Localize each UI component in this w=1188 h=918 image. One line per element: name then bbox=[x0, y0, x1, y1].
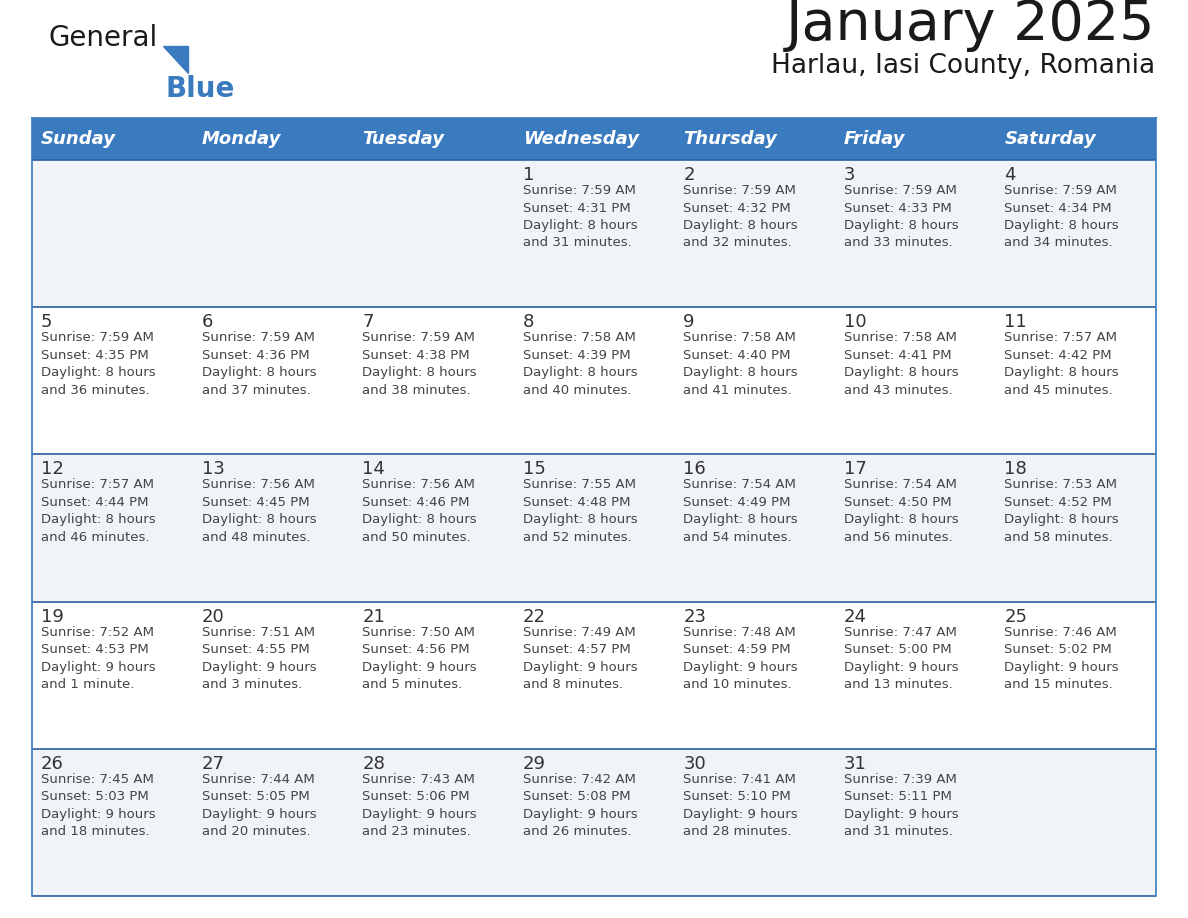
Text: 5: 5 bbox=[42, 313, 52, 331]
Text: Sunrise: 7:54 AM
Sunset: 4:49 PM
Daylight: 8 hours
and 54 minutes.: Sunrise: 7:54 AM Sunset: 4:49 PM Dayligh… bbox=[683, 478, 798, 543]
Text: 18: 18 bbox=[1004, 461, 1028, 478]
Text: Sunrise: 7:49 AM
Sunset: 4:57 PM
Daylight: 9 hours
and 8 minutes.: Sunrise: 7:49 AM Sunset: 4:57 PM Dayligh… bbox=[523, 625, 637, 691]
Text: 2: 2 bbox=[683, 166, 695, 184]
Text: Harlau, Iasi County, Romania: Harlau, Iasi County, Romania bbox=[771, 53, 1155, 79]
Text: 27: 27 bbox=[202, 755, 225, 773]
Bar bbox=[32, 118, 1156, 160]
Text: 1: 1 bbox=[523, 166, 535, 184]
Bar bbox=[32, 308, 1156, 454]
Bar bbox=[32, 160, 1156, 308]
Text: Sunrise: 7:45 AM
Sunset: 5:03 PM
Daylight: 9 hours
and 18 minutes.: Sunrise: 7:45 AM Sunset: 5:03 PM Dayligh… bbox=[42, 773, 156, 838]
Text: Sunrise: 7:44 AM
Sunset: 5:05 PM
Daylight: 9 hours
and 20 minutes.: Sunrise: 7:44 AM Sunset: 5:05 PM Dayligh… bbox=[202, 773, 316, 838]
Text: 16: 16 bbox=[683, 461, 706, 478]
Text: 15: 15 bbox=[523, 461, 545, 478]
Text: Sunrise: 7:46 AM
Sunset: 5:02 PM
Daylight: 9 hours
and 15 minutes.: Sunrise: 7:46 AM Sunset: 5:02 PM Dayligh… bbox=[1004, 625, 1119, 691]
Bar bbox=[32, 601, 1156, 749]
Text: 23: 23 bbox=[683, 608, 707, 625]
Text: Sunrise: 7:48 AM
Sunset: 4:59 PM
Daylight: 9 hours
and 10 minutes.: Sunrise: 7:48 AM Sunset: 4:59 PM Dayligh… bbox=[683, 625, 798, 691]
Text: 25: 25 bbox=[1004, 608, 1028, 625]
Text: Tuesday: Tuesday bbox=[362, 130, 444, 148]
Text: 31: 31 bbox=[843, 755, 867, 773]
Text: Sunrise: 7:55 AM
Sunset: 4:48 PM
Daylight: 8 hours
and 52 minutes.: Sunrise: 7:55 AM Sunset: 4:48 PM Dayligh… bbox=[523, 478, 637, 543]
Text: Sunrise: 7:59 AM
Sunset: 4:31 PM
Daylight: 8 hours
and 31 minutes.: Sunrise: 7:59 AM Sunset: 4:31 PM Dayligh… bbox=[523, 184, 637, 250]
Text: Sunrise: 7:59 AM
Sunset: 4:38 PM
Daylight: 8 hours
and 38 minutes.: Sunrise: 7:59 AM Sunset: 4:38 PM Dayligh… bbox=[362, 331, 476, 397]
Text: Sunrise: 7:54 AM
Sunset: 4:50 PM
Daylight: 8 hours
and 56 minutes.: Sunrise: 7:54 AM Sunset: 4:50 PM Dayligh… bbox=[843, 478, 959, 543]
Text: Blue: Blue bbox=[165, 75, 234, 103]
Text: 6: 6 bbox=[202, 313, 213, 331]
Text: 28: 28 bbox=[362, 755, 385, 773]
Bar bbox=[32, 454, 1156, 601]
Text: 14: 14 bbox=[362, 461, 385, 478]
Text: Sunrise: 7:59 AM
Sunset: 4:35 PM
Daylight: 8 hours
and 36 minutes.: Sunrise: 7:59 AM Sunset: 4:35 PM Dayligh… bbox=[42, 331, 156, 397]
Text: Sunrise: 7:59 AM
Sunset: 4:36 PM
Daylight: 8 hours
and 37 minutes.: Sunrise: 7:59 AM Sunset: 4:36 PM Dayligh… bbox=[202, 331, 316, 397]
Text: Sunrise: 7:53 AM
Sunset: 4:52 PM
Daylight: 8 hours
and 58 minutes.: Sunrise: 7:53 AM Sunset: 4:52 PM Dayligh… bbox=[1004, 478, 1119, 543]
Text: Sunrise: 7:52 AM
Sunset: 4:53 PM
Daylight: 9 hours
and 1 minute.: Sunrise: 7:52 AM Sunset: 4:53 PM Dayligh… bbox=[42, 625, 156, 691]
Text: Friday: Friday bbox=[843, 130, 905, 148]
Text: 17: 17 bbox=[843, 461, 867, 478]
Text: 29: 29 bbox=[523, 755, 545, 773]
Text: 8: 8 bbox=[523, 313, 535, 331]
Text: 10: 10 bbox=[843, 313, 866, 331]
Text: 13: 13 bbox=[202, 461, 225, 478]
Text: Sunrise: 7:51 AM
Sunset: 4:55 PM
Daylight: 9 hours
and 3 minutes.: Sunrise: 7:51 AM Sunset: 4:55 PM Dayligh… bbox=[202, 625, 316, 691]
Text: 20: 20 bbox=[202, 608, 225, 625]
Text: Sunrise: 7:41 AM
Sunset: 5:10 PM
Daylight: 9 hours
and 28 minutes.: Sunrise: 7:41 AM Sunset: 5:10 PM Dayligh… bbox=[683, 773, 798, 838]
Text: 22: 22 bbox=[523, 608, 545, 625]
Text: 12: 12 bbox=[42, 461, 64, 478]
Text: Monday: Monday bbox=[202, 130, 280, 148]
Text: Sunrise: 7:42 AM
Sunset: 5:08 PM
Daylight: 9 hours
and 26 minutes.: Sunrise: 7:42 AM Sunset: 5:08 PM Dayligh… bbox=[523, 773, 637, 838]
Text: Saturday: Saturday bbox=[1004, 130, 1097, 148]
Text: Sunrise: 7:58 AM
Sunset: 4:41 PM
Daylight: 8 hours
and 43 minutes.: Sunrise: 7:58 AM Sunset: 4:41 PM Dayligh… bbox=[843, 331, 959, 397]
Text: Sunrise: 7:59 AM
Sunset: 4:33 PM
Daylight: 8 hours
and 33 minutes.: Sunrise: 7:59 AM Sunset: 4:33 PM Dayligh… bbox=[843, 184, 959, 250]
Text: Sunrise: 7:58 AM
Sunset: 4:39 PM
Daylight: 8 hours
and 40 minutes.: Sunrise: 7:58 AM Sunset: 4:39 PM Dayligh… bbox=[523, 331, 637, 397]
Text: 19: 19 bbox=[42, 608, 64, 625]
Bar bbox=[32, 749, 1156, 896]
Text: Sunrise: 7:59 AM
Sunset: 4:34 PM
Daylight: 8 hours
and 34 minutes.: Sunrise: 7:59 AM Sunset: 4:34 PM Dayligh… bbox=[1004, 184, 1119, 250]
Text: Sunrise: 7:59 AM
Sunset: 4:32 PM
Daylight: 8 hours
and 32 minutes.: Sunrise: 7:59 AM Sunset: 4:32 PM Dayligh… bbox=[683, 184, 798, 250]
Text: 26: 26 bbox=[42, 755, 64, 773]
Text: 11: 11 bbox=[1004, 313, 1028, 331]
Text: Sunrise: 7:56 AM
Sunset: 4:45 PM
Daylight: 8 hours
and 48 minutes.: Sunrise: 7:56 AM Sunset: 4:45 PM Dayligh… bbox=[202, 478, 316, 543]
Text: Sunrise: 7:47 AM
Sunset: 5:00 PM
Daylight: 9 hours
and 13 minutes.: Sunrise: 7:47 AM Sunset: 5:00 PM Dayligh… bbox=[843, 625, 959, 691]
Text: 24: 24 bbox=[843, 608, 867, 625]
Text: 7: 7 bbox=[362, 313, 374, 331]
Text: Wednesday: Wednesday bbox=[523, 130, 639, 148]
Text: Sunrise: 7:56 AM
Sunset: 4:46 PM
Daylight: 8 hours
and 50 minutes.: Sunrise: 7:56 AM Sunset: 4:46 PM Dayligh… bbox=[362, 478, 476, 543]
Polygon shape bbox=[163, 46, 188, 73]
Text: 21: 21 bbox=[362, 608, 385, 625]
Text: Sunrise: 7:57 AM
Sunset: 4:44 PM
Daylight: 8 hours
and 46 minutes.: Sunrise: 7:57 AM Sunset: 4:44 PM Dayligh… bbox=[42, 478, 156, 543]
Text: Sunrise: 7:58 AM
Sunset: 4:40 PM
Daylight: 8 hours
and 41 minutes.: Sunrise: 7:58 AM Sunset: 4:40 PM Dayligh… bbox=[683, 331, 798, 397]
Text: Sunrise: 7:57 AM
Sunset: 4:42 PM
Daylight: 8 hours
and 45 minutes.: Sunrise: 7:57 AM Sunset: 4:42 PM Dayligh… bbox=[1004, 331, 1119, 397]
Text: 3: 3 bbox=[843, 166, 855, 184]
Text: 4: 4 bbox=[1004, 166, 1016, 184]
Text: Thursday: Thursday bbox=[683, 130, 777, 148]
Text: Sunday: Sunday bbox=[42, 130, 116, 148]
Text: 30: 30 bbox=[683, 755, 706, 773]
Text: 9: 9 bbox=[683, 313, 695, 331]
Text: January 2025: January 2025 bbox=[785, 0, 1155, 52]
Text: General: General bbox=[48, 24, 157, 52]
Text: Sunrise: 7:50 AM
Sunset: 4:56 PM
Daylight: 9 hours
and 5 minutes.: Sunrise: 7:50 AM Sunset: 4:56 PM Dayligh… bbox=[362, 625, 476, 691]
Text: Sunrise: 7:39 AM
Sunset: 5:11 PM
Daylight: 9 hours
and 31 minutes.: Sunrise: 7:39 AM Sunset: 5:11 PM Dayligh… bbox=[843, 773, 959, 838]
Text: Sunrise: 7:43 AM
Sunset: 5:06 PM
Daylight: 9 hours
and 23 minutes.: Sunrise: 7:43 AM Sunset: 5:06 PM Dayligh… bbox=[362, 773, 476, 838]
